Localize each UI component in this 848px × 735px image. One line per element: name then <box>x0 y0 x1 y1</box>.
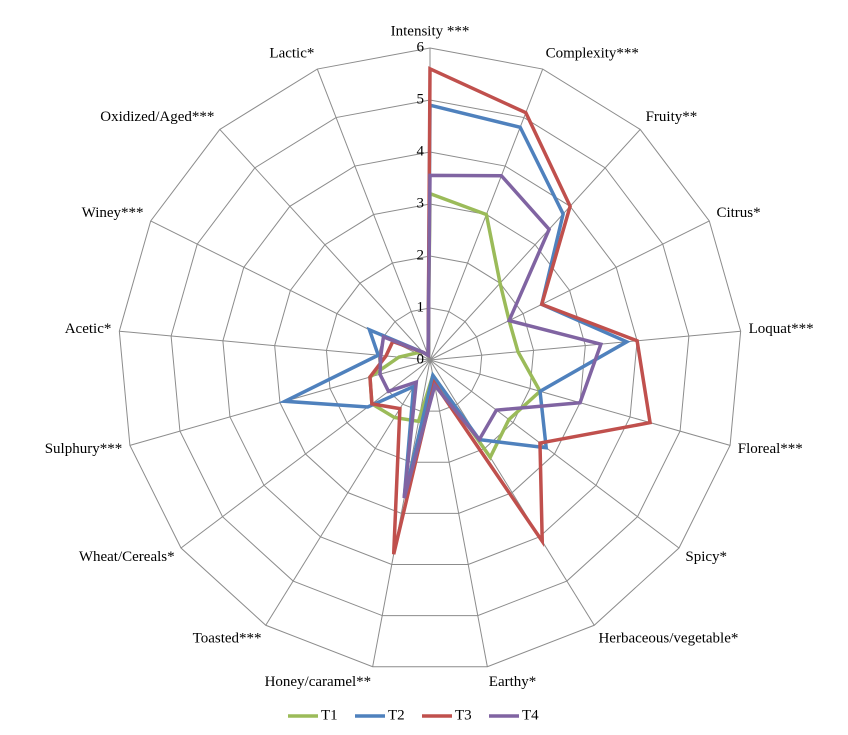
r-tick-label: 2 <box>417 247 425 263</box>
series-line <box>278 102 631 499</box>
legend-item: T2 <box>355 707 405 723</box>
category-label: Sulphury*** <box>45 441 123 457</box>
category-label: Intensity *** <box>391 23 470 39</box>
legend-item: T4 <box>489 707 539 723</box>
category-label: Earthy* <box>489 674 536 690</box>
r-tick-label: 5 <box>417 91 425 107</box>
series-line <box>378 173 604 499</box>
spoke <box>429 359 680 549</box>
category-label: Complexity*** <box>546 46 639 62</box>
r-tick-label: 0 <box>417 351 425 367</box>
category-label: Toasted*** <box>193 630 262 646</box>
category-label: Loquat*** <box>749 321 814 337</box>
category-label: Honey/caramel** <box>265 674 372 690</box>
category-label: Spicy* <box>685 549 727 565</box>
category-label: Oxidized/Aged*** <box>100 109 214 125</box>
spoke <box>429 129 641 361</box>
grid-ring <box>170 99 690 617</box>
legend-label: T4 <box>522 707 539 723</box>
spoke <box>429 359 595 626</box>
legend-label: T2 <box>388 707 405 723</box>
category-label: Herbaceous/vegetable* <box>598 630 738 646</box>
category-label: Acetic* <box>65 321 112 337</box>
r-tick-label: 1 <box>417 299 425 315</box>
grid-ring <box>118 47 742 668</box>
spoke <box>429 359 488 667</box>
legend-label: T3 <box>455 707 472 723</box>
category-label: Citrus* <box>716 205 760 221</box>
spoke <box>429 330 741 361</box>
category-label: Fruity** <box>646 109 698 125</box>
legend-label: T1 <box>321 707 338 723</box>
series-line <box>368 191 543 461</box>
category-label: Wheat/Cereals* <box>79 549 175 565</box>
r-tick-label: 3 <box>417 195 425 211</box>
spoke <box>265 359 431 626</box>
category-label: Lactic* <box>269 46 314 62</box>
grid-ring <box>222 151 638 565</box>
spoke <box>316 68 431 361</box>
grid-ring <box>377 307 483 412</box>
spoke <box>429 220 710 361</box>
legend-item: T3 <box>422 707 472 723</box>
grid-ring <box>325 255 535 463</box>
spoke <box>219 129 431 361</box>
r-tick-label: 4 <box>417 143 425 159</box>
grid-ring <box>274 203 586 514</box>
category-label: Floreal*** <box>738 441 803 457</box>
category-label: Winey*** <box>82 205 144 221</box>
r-tick-label: 6 <box>417 39 425 55</box>
legend-item: T1 <box>288 707 338 723</box>
